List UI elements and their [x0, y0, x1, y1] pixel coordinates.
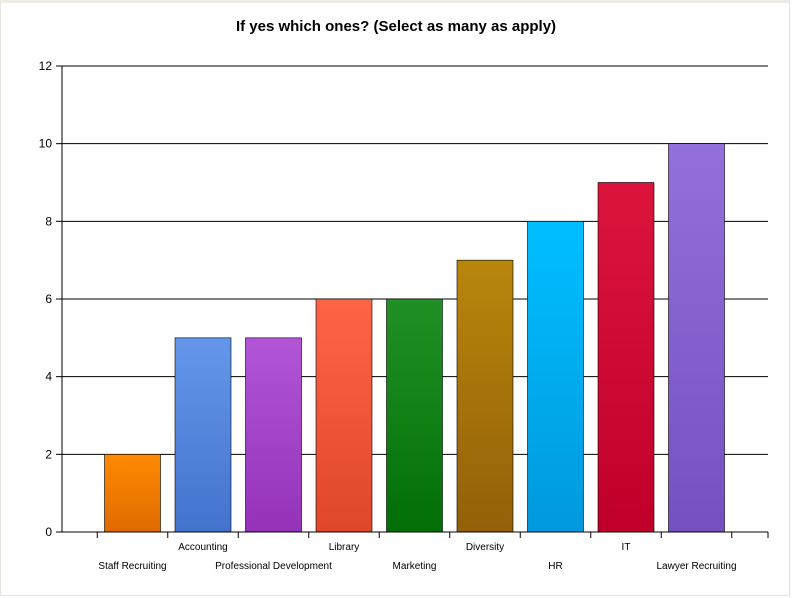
bar-accounting: [174, 337, 232, 533]
x-tick-label: Library: [329, 542, 360, 553]
x-tick-label: Marketing: [393, 561, 437, 572]
bar-library: [315, 298, 373, 533]
x-tick-label: IT: [622, 542, 631, 553]
bar-professional-development: [245, 337, 302, 533]
chart-title: If yes which ones? (Select as many as ap…: [235, 18, 557, 35]
y-tick-label: 0: [45, 525, 52, 539]
bar-staff-recruiting: [104, 454, 161, 533]
y-tick-label: 12: [39, 59, 53, 73]
bar-it: [597, 182, 655, 533]
bar-marketing: [386, 298, 443, 533]
x-tick-label: Staff Recruiting: [98, 561, 166, 572]
x-tick-label: Professional Development: [215, 561, 332, 572]
x-tick-label: Accounting: [178, 542, 227, 553]
y-tick-label: 4: [45, 370, 52, 384]
y-tick-label: 10: [39, 137, 53, 151]
bar-lawyer-recruiting: [668, 143, 725, 533]
x-tick-label: Lawyer Recruiting: [656, 561, 736, 572]
x-tick-label: HR: [548, 561, 562, 572]
x-tick-label: Diversity: [466, 542, 504, 553]
axes: [56, 65, 769, 538]
bars: [104, 143, 725, 533]
y-tick-label: 2: [45, 447, 52, 461]
bar-hr: [527, 221, 584, 533]
bar-diversity: [456, 259, 514, 533]
y-tick-label: 8: [45, 214, 52, 228]
labels: 0 2 4 6 8 10 12 Staff Recruiting Accounting Profe…: [39, 59, 737, 572]
y-tick-label: 6: [45, 292, 52, 306]
